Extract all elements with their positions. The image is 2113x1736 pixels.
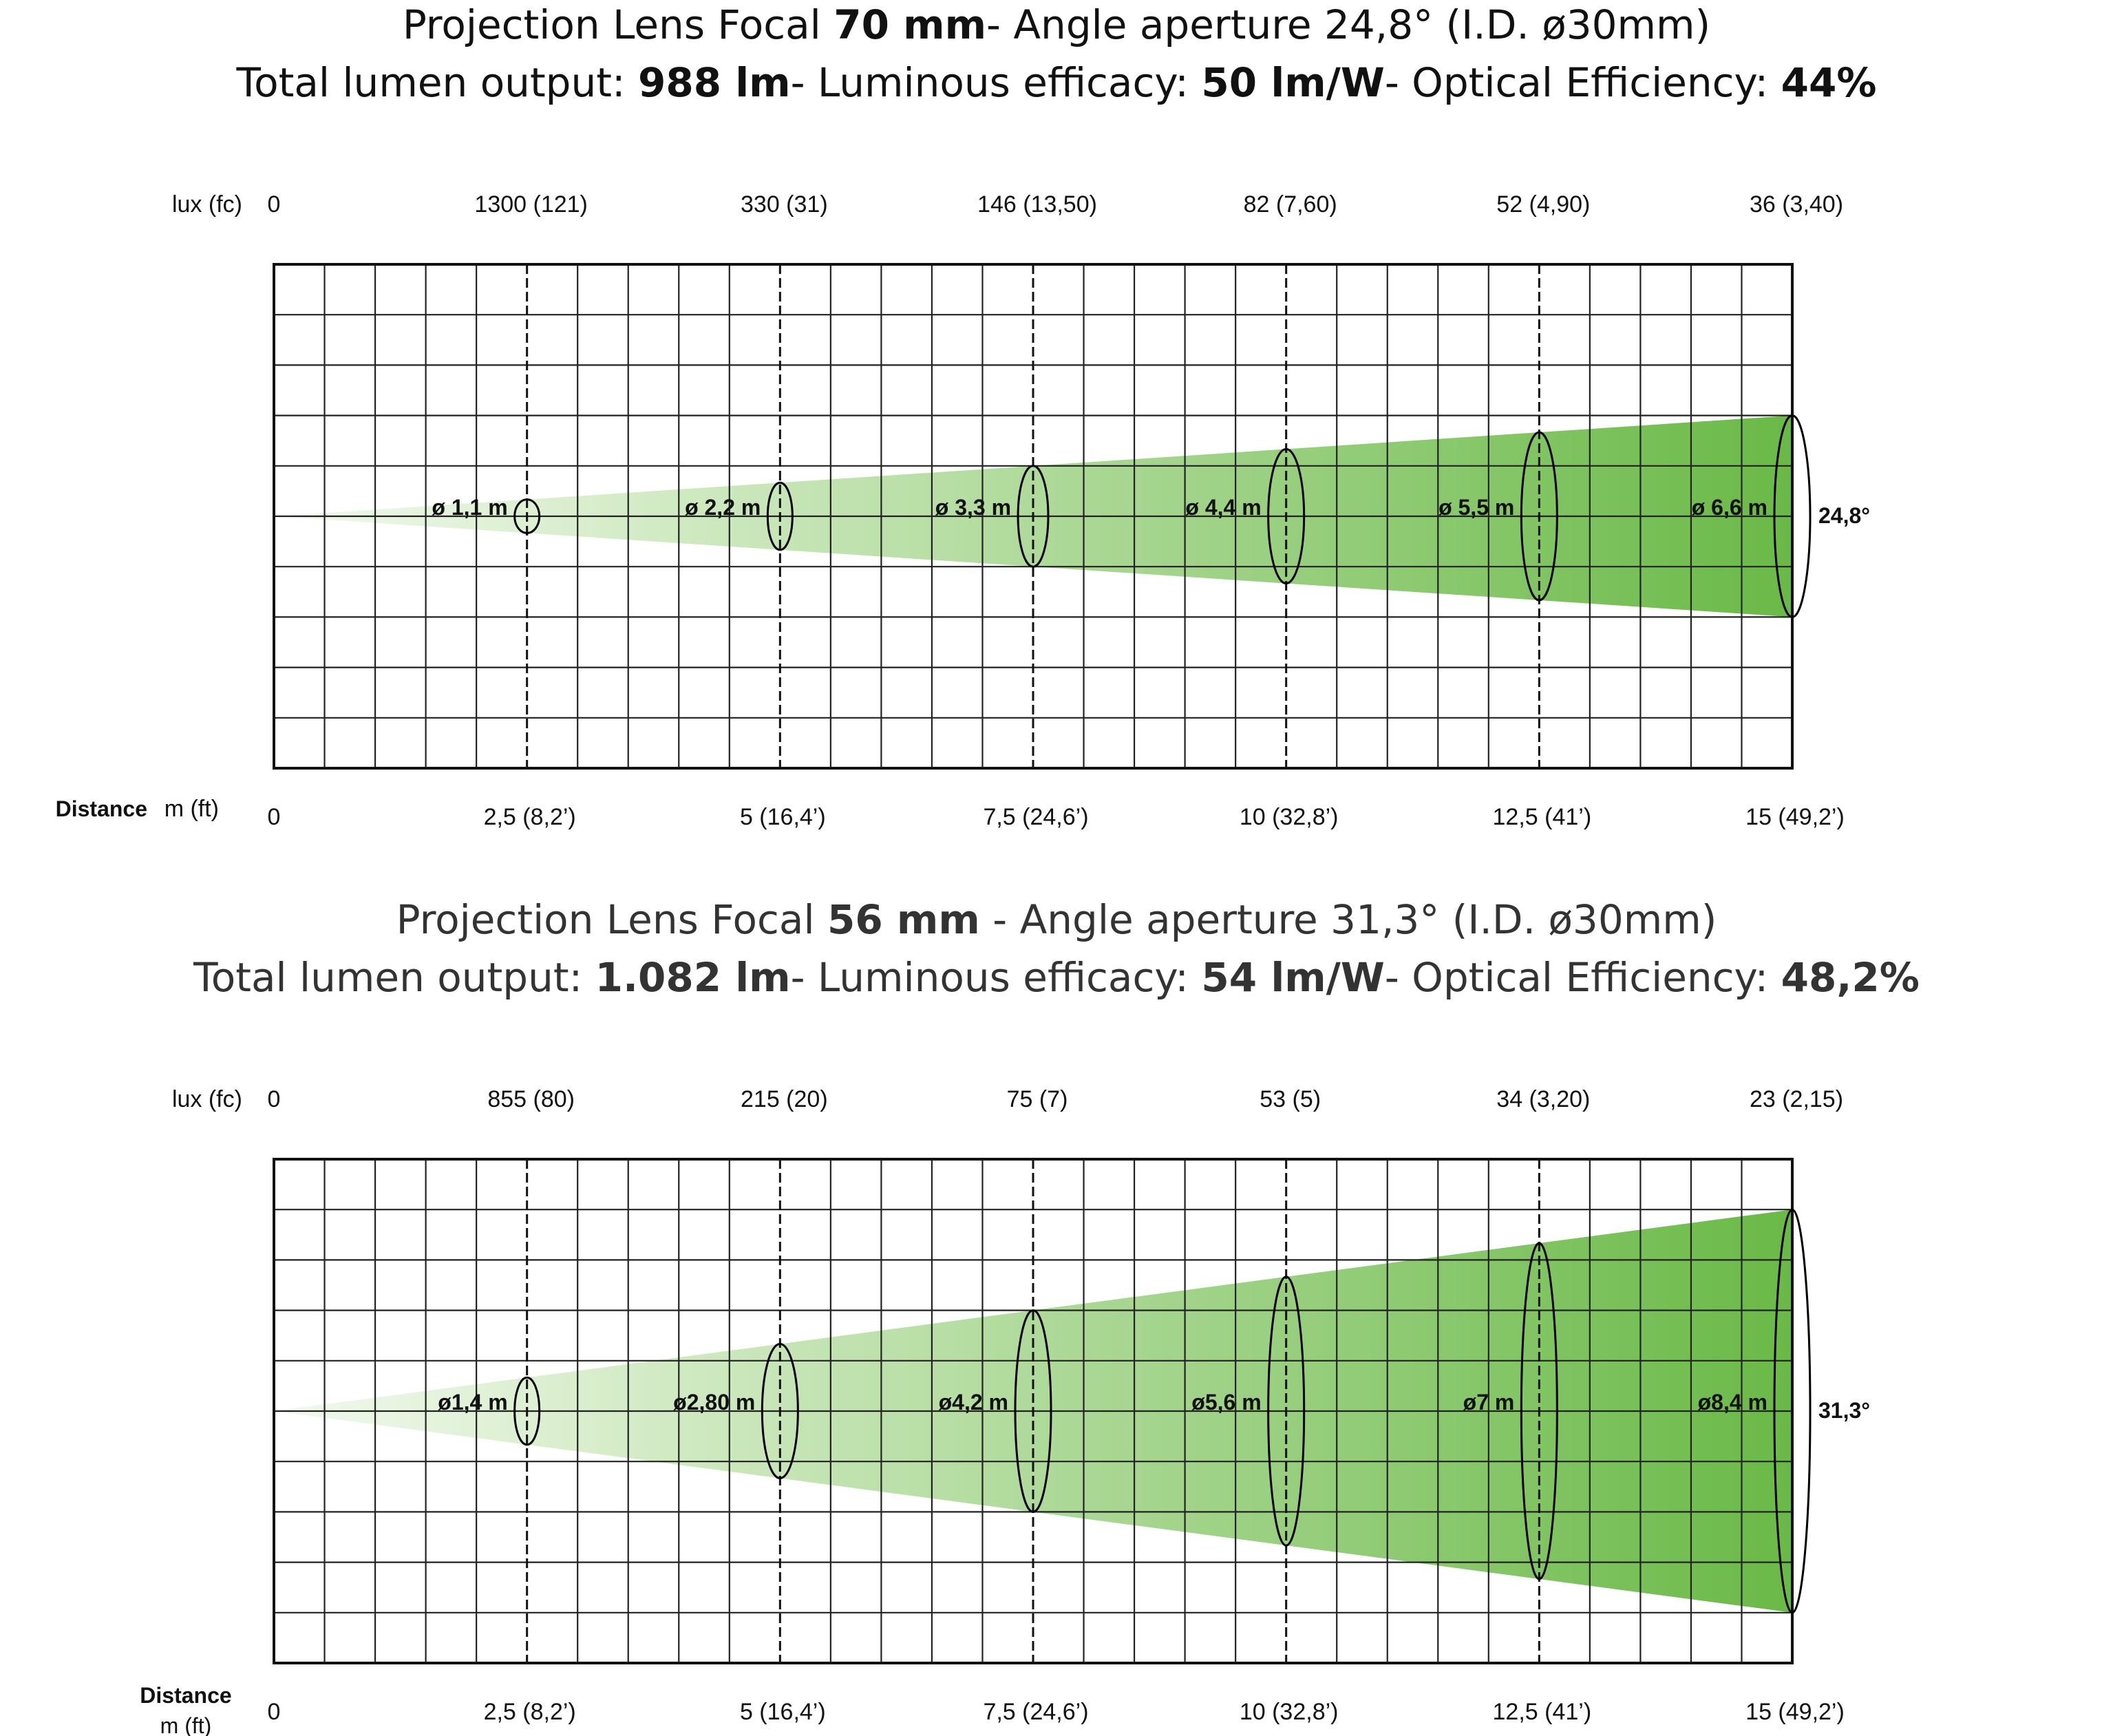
distance-value-label: 10 (32,8’): [1240, 804, 1339, 830]
lux-value-label: 330 (31): [741, 191, 828, 218]
diagram-title-line2: Total lumen output: 988 lm- Luminous eff…: [236, 59, 1877, 106]
diagram-title-line2: Total lumen output: 1.082 lm- Luminous e…: [193, 954, 1920, 1001]
beam-diameter-label: ø 3,3 m: [935, 495, 1011, 520]
lux-value-label: 75 (7): [1007, 1086, 1068, 1112]
lux-value-label: 146 (13,50): [977, 191, 1097, 218]
distance-value-label: 12,5 (41’): [1493, 1699, 1592, 1725]
beam-section-ellipse: [761, 1342, 799, 1480]
beam-section-ellipse: [1773, 414, 1812, 618]
diagram-title-line1: Projection Lens Focal 70 mm- Angle apert…: [402, 1, 1711, 48]
distance-label: Distance: [56, 796, 147, 821]
beam-section-ellipse: [1520, 431, 1558, 602]
beam-section-ellipse: [1773, 1208, 1812, 1614]
optical-efficiency-value: 48,2%: [1781, 954, 1920, 1001]
beam-diameter-label: ø 6,6 m: [1692, 495, 1767, 520]
beam-diameter-label: ø 5,5 m: [1438, 495, 1514, 520]
beam-section-ellipse: [1017, 465, 1050, 568]
distance-value-label: 5 (16,4’): [740, 804, 826, 830]
beam-diameter-label: ø4,2 m: [939, 1390, 1008, 1415]
beam-diameter-label: ø1,4 m: [438, 1390, 507, 1415]
beam-angle-label: 24,8°: [1818, 503, 1870, 528]
beam-chart: ø1,4 m ø2,80 m ø4,2 m ø5,6 m ø7 m ø8,4 m 31,3°…: [140, 1086, 1870, 1736]
distance-zero: 0: [268, 1699, 281, 1725]
distance-value-label: 5 (16,4’): [740, 1699, 826, 1725]
beam-diameter-label: ø 4,4 m: [1185, 495, 1261, 520]
beam-section-ellipse: [1267, 447, 1306, 585]
beam-diameter-label: ø7 m: [1463, 1390, 1515, 1415]
lumen-value: 988 lm: [637, 59, 791, 106]
beam-diameter-label: ø5,6 m: [1191, 1390, 1261, 1415]
lux-value-label: 23 (2,15): [1750, 1086, 1843, 1112]
distance-unit-label: m (ft): [160, 1713, 212, 1736]
beam-section-ellipse: [513, 1376, 541, 1446]
optical-efficiency-value: 44%: [1781, 59, 1877, 106]
lux-unit-label: lux (fc): [172, 1086, 242, 1112]
beam-section-ellipse: [1014, 1309, 1052, 1513]
beam-diameter-label: ø 2,2 m: [685, 495, 761, 520]
beam-angle-label: 31,3°: [1818, 1398, 1870, 1423]
distance-value-label: 2,5 (8,2’): [484, 1699, 576, 1725]
lumen-value: 1.082 lm: [595, 954, 791, 1001]
lux-value-label: 52 (4,90): [1496, 191, 1590, 218]
efficacy-value: 50 lm/W: [1201, 59, 1385, 106]
distance-label: Distance: [140, 1683, 231, 1708]
lux-value-label: 36 (3,40): [1750, 191, 1843, 218]
focal-value: 56 mm: [827, 896, 980, 943]
beam-section-ellipse: [513, 498, 541, 534]
beam-chart: ø 1,1 m ø 2,2 m ø 3,3 m ø 4,4 m ø 5,5 m ø 6,6…: [56, 191, 1870, 830]
lux-value-label: 82 (7,60): [1244, 191, 1337, 218]
lux-value-label: 34 (3,20): [1496, 1086, 1590, 1112]
distance-value-label: 7,5 (24,6’): [983, 1699, 1088, 1725]
focal-value: 70 mm: [833, 1, 987, 48]
beam-diameter-label: ø8,4 m: [1698, 1390, 1767, 1415]
lux-value-label: 215 (20): [741, 1086, 828, 1112]
beam-diagram-70mm: Projection Lens Focal 70 mm- Angle apert…: [0, 0, 2113, 847]
lux-value-label: 1300 (121): [474, 191, 587, 218]
diagram-title-line1: Projection Lens Focal 56 mm - Angle aper…: [396, 896, 1717, 943]
distance-value-label: 12,5 (41’): [1493, 804, 1592, 830]
distance-value-label: 2,5 (8,2’): [484, 804, 576, 830]
lux-unit-label: lux (fc): [172, 191, 242, 218]
beam-diameter-label: ø2,80 m: [673, 1390, 755, 1415]
distance-value-label: 15 (49,2’): [1745, 804, 1845, 830]
distance-value-label: 10 (32,8’): [1240, 1699, 1339, 1725]
distance-value-label: 7,5 (24,6’): [983, 804, 1088, 830]
distance-unit-label: m (ft): [164, 796, 219, 822]
chart-frame: [273, 1158, 1794, 1664]
beam-section-ellipse: [766, 481, 794, 551]
beam-section-ellipse: [1520, 1242, 1558, 1580]
beam-diameter-label: ø 1,1 m: [432, 495, 507, 520]
efficacy-value: 54 lm/W: [1201, 954, 1385, 1001]
chart-frame: [273, 263, 1794, 770]
lux-value-label: 855 (80): [487, 1086, 575, 1112]
distance-zero: 0: [268, 804, 281, 830]
beam-diagram-56mm: Projection Lens Focal 56 mm - Angle aper…: [0, 895, 2113, 1736]
lux-value-label: 53 (5): [1260, 1086, 1321, 1112]
lux-zero: 0: [268, 191, 281, 218]
lux-zero: 0: [268, 1086, 281, 1112]
beam-section-ellipse: [1267, 1275, 1306, 1547]
distance-value-label: 15 (49,2’): [1745, 1699, 1845, 1725]
